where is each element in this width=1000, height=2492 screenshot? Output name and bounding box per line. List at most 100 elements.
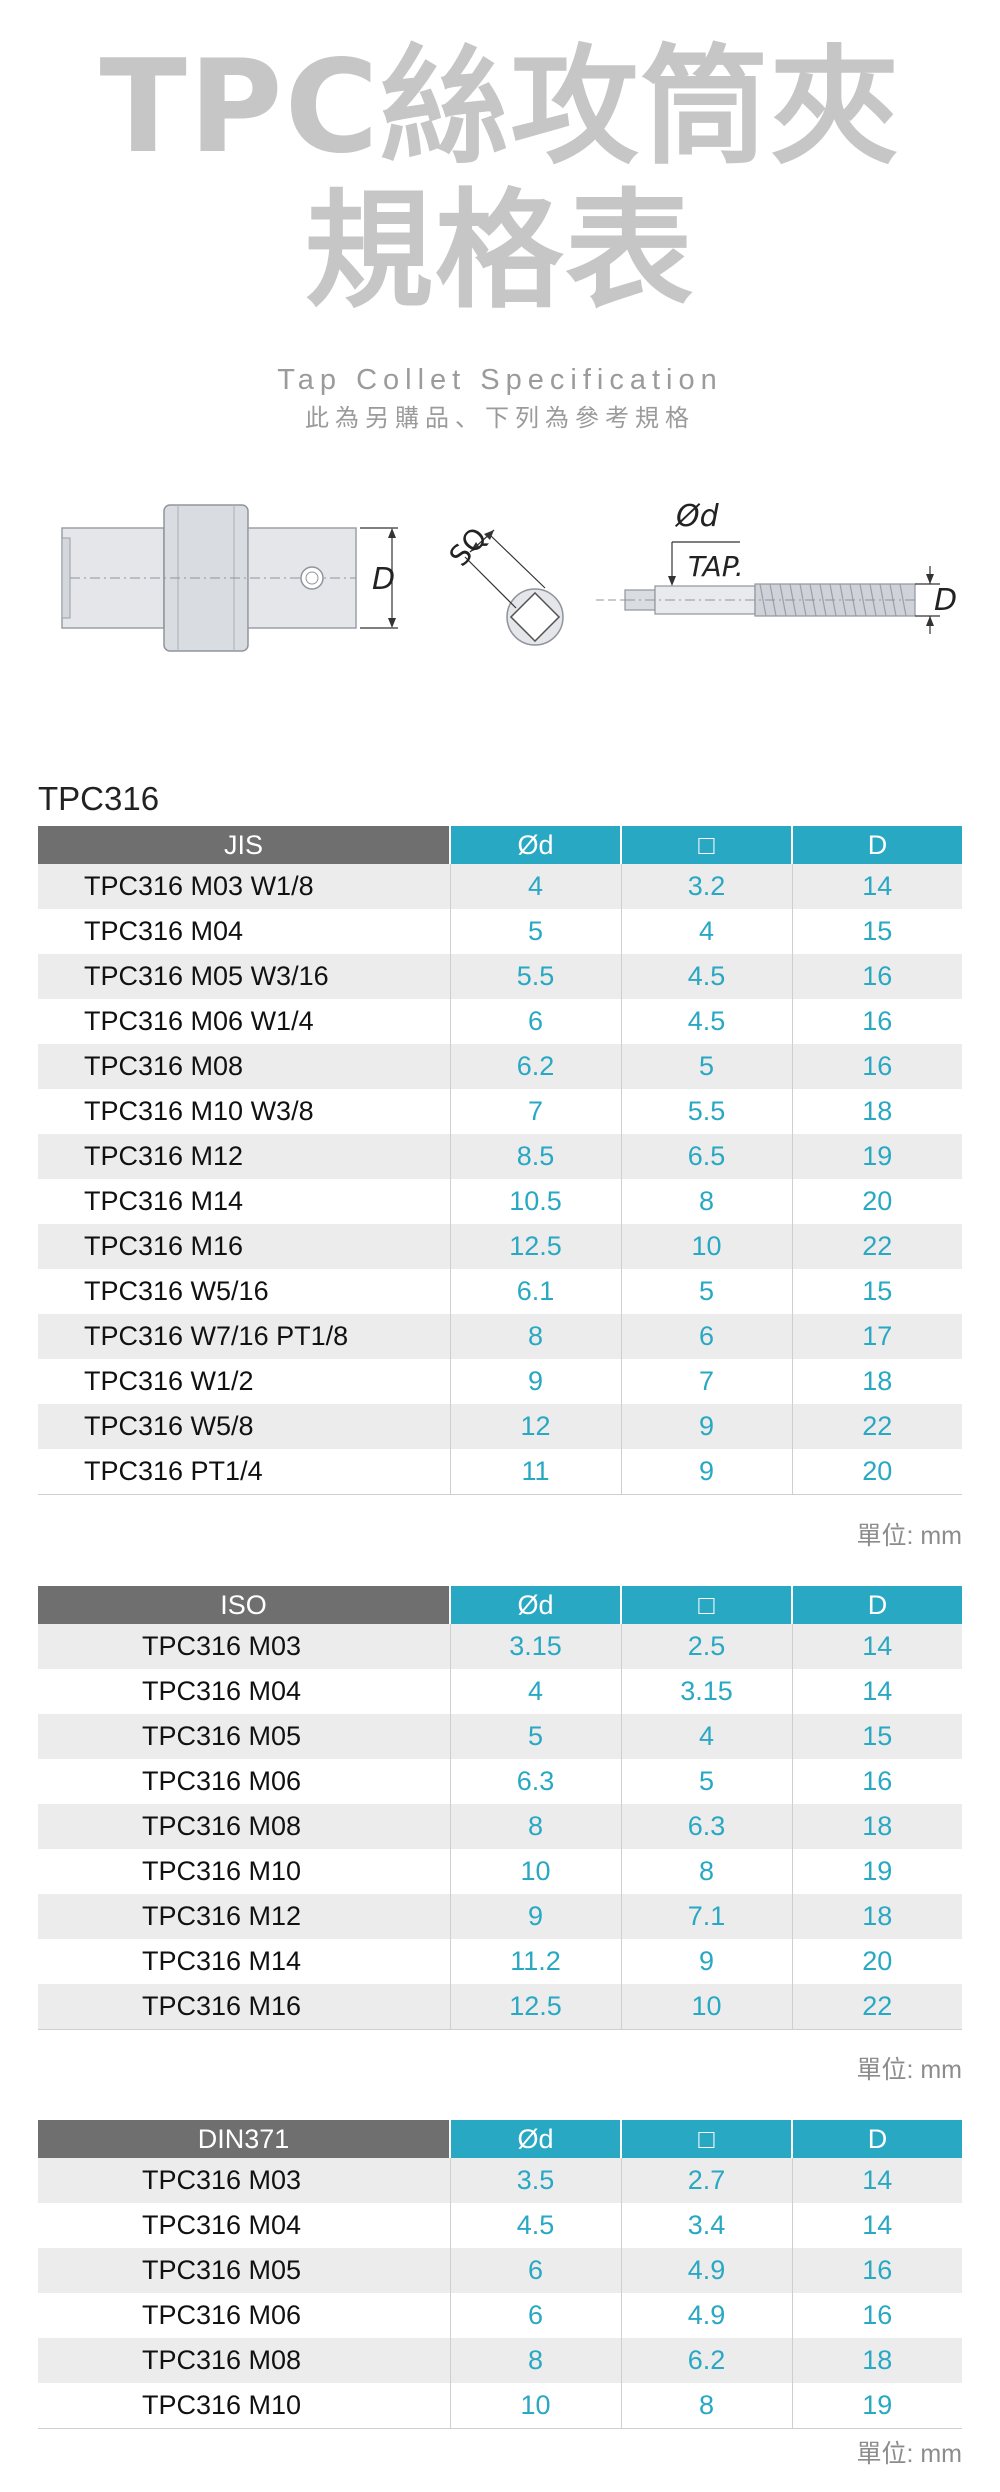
cell-model-name: TPC316 M06 — [142, 1766, 302, 1796]
cell-d: 20 — [791, 1939, 962, 1984]
cell-square: 7.1 — [620, 1894, 792, 1939]
col-header-phi-d: Ød — [449, 826, 621, 864]
cell-model-name: TPC316 M03 W1/8 — [38, 864, 450, 909]
col-header-phi-d: Ød — [449, 1586, 621, 1624]
cell-model-name: TPC316 M03 — [38, 2158, 450, 2203]
cell-d: 22 — [791, 1984, 962, 2030]
cell-phi-d: 6 — [449, 999, 621, 1044]
cell-square: 9 — [620, 1939, 792, 1984]
cell-square: 6.2 — [620, 2338, 792, 2383]
cell-phi-d: 8.5 — [449, 1134, 621, 1179]
cell-d: 18 — [791, 2338, 962, 2383]
cell-model-name: TPC316 W5/8 — [38, 1404, 450, 1449]
cell-d: 19 — [791, 2383, 962, 2429]
subtitle-chinese: 此為另購品、下列為參考規格 — [305, 405, 695, 432]
cell-d: 15 — [791, 1714, 962, 1759]
col-header-d: D — [791, 2120, 962, 2158]
col-header-d: D — [791, 826, 962, 864]
cell-d: 18 — [791, 1359, 962, 1404]
cell-d: 17 — [791, 1314, 962, 1359]
cell-square: 4.5 — [620, 999, 792, 1044]
col-header-square: □ — [620, 826, 792, 864]
col-header-square: □ — [620, 1586, 792, 1624]
table-header-row: ISO Ød □ D — [38, 1586, 962, 1624]
table-row: TPC316 M05 6 4.9 16 — [38, 2248, 962, 2293]
diagram-label-d-tap: D — [934, 583, 957, 618]
collet-dimension-diagrams: D SQ Ød TAP. D — [61, 499, 957, 652]
cell-model-name: TPC316 M10 — [142, 1856, 302, 1886]
cell-square: 6.3 — [620, 1804, 792, 1849]
tap-side-view-icon — [596, 541, 940, 634]
table-row: TPC316 M05 5 4 15 — [38, 1714, 962, 1759]
cell-model-name: TPC316 M05 — [38, 1714, 450, 1759]
table-row: TPC316 M10 10 8 19 — [38, 2383, 962, 2429]
cell-square: 8 — [620, 1179, 792, 1224]
cell-model-name: TPC316 W1/2 — [84, 1366, 254, 1396]
cell-square: 8 — [620, 1849, 792, 1894]
table-row: TPC316 M12 8.5 6.5 19 — [38, 1134, 962, 1179]
cell-phi-d: 5 — [449, 1714, 621, 1759]
din371-spec-table: DIN371 Ød □ D TPC316 M03 3.5 2.7 14 TPC316 M… — [38, 2120, 962, 2429]
cell-d: 15 — [791, 909, 962, 954]
cell-model-name: TPC316 M06 W1/4 — [84, 1006, 314, 1036]
cell-square: 4 — [620, 1714, 792, 1759]
table-row: TPC316 M04 4 3.15 14 — [38, 1669, 962, 1714]
table-row: TPC316 M08 8 6.2 18 — [38, 2338, 962, 2383]
cell-square: 5 — [620, 1759, 792, 1804]
cell-square: 3.2 — [620, 864, 792, 909]
cell-square: 4.9 — [620, 2248, 792, 2293]
cell-phi-d: 9 — [449, 1894, 621, 1939]
cell-d: 22 — [791, 1404, 962, 1449]
cell-d: 16 — [791, 999, 962, 1044]
cell-model-name: TPC316 M04 — [84, 916, 244, 946]
subtitle-english: Tap Collet Specification — [277, 364, 723, 396]
cell-model-name: TPC316 W5/16 — [84, 1276, 269, 1306]
cell-model-name: TPC316 M10 W3/8 — [84, 1096, 314, 1126]
cell-d: 19 — [791, 1134, 962, 1179]
cell-phi-d: 7 — [449, 1089, 621, 1134]
cell-d: 15 — [791, 1269, 962, 1314]
table-row: TPC316 M14 11.2 9 20 — [38, 1939, 962, 1984]
cell-phi-d: 9 — [449, 1359, 621, 1404]
jis-spec-table: JIS Ød □ D TPC316 M03 W1/8 4 3.2 14 TPC316 M… — [38, 826, 962, 1495]
cell-model-name: TPC316 PT1/4 — [38, 1449, 450, 1495]
cell-d: 16 — [791, 2248, 962, 2293]
cell-d: 18 — [791, 1089, 962, 1134]
square-end-view-icon — [464, 529, 564, 646]
table-row: TPC316 M03 3.5 2.7 14 — [38, 2158, 962, 2203]
cell-square: 9 — [620, 1404, 792, 1449]
col-header-standard: JIS — [38, 826, 450, 864]
cell-square: 2.5 — [620, 1624, 792, 1669]
cell-phi-d: 6 — [449, 2248, 621, 2293]
collet-side-view-icon — [61, 504, 398, 652]
cell-d: 18 — [791, 1894, 962, 1939]
table-row: TPC316 M14 10.5 8 20 — [38, 1179, 962, 1224]
cell-phi-d: 6.2 — [449, 1044, 621, 1089]
cell-phi-d: 12 — [449, 1404, 621, 1449]
cell-d: 16 — [791, 1759, 962, 1804]
cell-model-name: TPC316 M10 — [38, 2383, 450, 2429]
col-header-standard: ISO — [38, 1586, 450, 1624]
cell-square: 9 — [620, 1449, 792, 1495]
table-row: TPC316 M10 10 8 19 — [38, 1849, 962, 1894]
unit-label-iso: 單位: mm — [856, 2056, 962, 2084]
table-row: TPC316 M10 W3/8 7 5.5 18 — [38, 1089, 962, 1134]
cell-d: 16 — [791, 2293, 962, 2338]
table-row: TPC316 M06 6.3 5 16 — [38, 1759, 962, 1804]
table-row: TPC316 M05 W3/16 5.5 4.5 16 — [38, 954, 962, 999]
unit-label-din: 單位: mm — [856, 2440, 962, 2468]
cell-model-name: TPC316 M16 — [38, 1224, 450, 1269]
table-row: TPC316 M06 W1/4 6 4.5 16 — [38, 999, 962, 1044]
cell-d: 14 — [791, 1669, 962, 1714]
cell-d: 19 — [791, 1849, 962, 1894]
cell-phi-d: 10 — [449, 2383, 621, 2429]
cell-d: 14 — [791, 2203, 962, 2248]
cell-phi-d: 3.15 — [449, 1624, 621, 1669]
cell-phi-d: 6 — [449, 2293, 621, 2338]
cell-phi-d: 4 — [449, 864, 621, 909]
col-header-phi-d: Ød — [449, 2120, 621, 2158]
cell-square: 4.5 — [620, 954, 792, 999]
page-title-line2: 規格表 — [304, 177, 695, 326]
cell-phi-d: 6.1 — [449, 1269, 621, 1314]
cell-square: 3.4 — [620, 2203, 792, 2248]
